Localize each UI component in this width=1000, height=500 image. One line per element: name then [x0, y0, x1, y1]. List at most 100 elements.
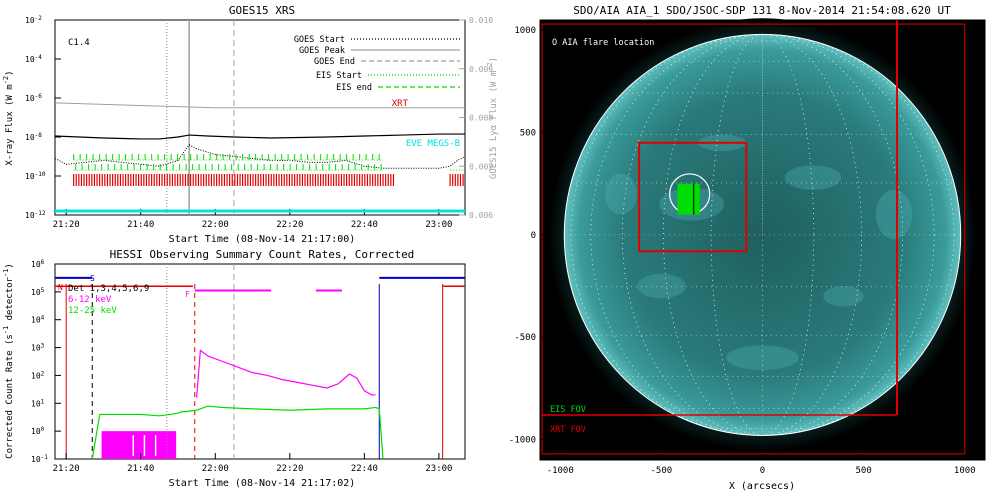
goes-short-series	[54, 144, 466, 169]
hessi-marker-f: F	[185, 290, 190, 299]
goes-y-tick-label: 10-8	[25, 132, 42, 143]
goes-y-axis: 10-12 10-10 10-8 10-6 10-4 10-2	[25, 15, 61, 221]
goes-x-tick-label: 22:40	[351, 220, 378, 230]
hessi-marker-n: N	[58, 283, 63, 292]
goes-y-axis-label: X-ray Flux (W m-2)	[2, 70, 15, 165]
hessi-x-tick-label: 21:20	[53, 464, 80, 474]
aia-y-tick-label: -1000	[509, 436, 536, 446]
goes-y-tick-label: 10-4	[25, 54, 42, 65]
goes-y-tick-label: 10-2	[25, 15, 42, 26]
eis-fov-box	[677, 183, 700, 215]
goes-y2-tick-label: 0.006	[469, 211, 493, 220]
aia-y-tick-label: 500	[520, 129, 536, 139]
goes-x-tick-label: 21:40	[127, 220, 154, 230]
goes-x-tick-label: 22:20	[276, 220, 303, 230]
hessi-y-tick-label: 100	[31, 426, 45, 437]
goes-y2-tick-label: 0.007	[469, 162, 493, 171]
aia-x-tick-label: 500	[856, 466, 872, 476]
hessi-y-tick-label: 104	[31, 314, 45, 325]
aia-y-axis: -1000 -500 0 500 1000	[509, 26, 546, 446]
heliographic-grid-longitude	[570, 34, 955, 436]
goes-y2-tick-label: 0.008	[469, 114, 493, 123]
goes-y-tick-label: 10-12	[25, 210, 46, 221]
attenuator-block	[101, 431, 177, 459]
aia-x-axis-label: X (arcsecs)	[729, 481, 795, 492]
aia-y-tick-label: 1000	[514, 26, 536, 36]
hessi-legend-label: 12-25 keV	[68, 306, 117, 316]
goes-legend-label: GOES Start	[294, 35, 345, 45]
hessi-y-tick-label: 103	[31, 342, 45, 353]
xrt-fov-box	[541, 23, 966, 455]
hessi-x-tick-label: 22:20	[276, 464, 303, 474]
goes-legend-eve: EVE MEGS-B	[406, 139, 460, 149]
hessi-12-25-series	[91, 405, 384, 460]
hessi-x-tick-label: 22:40	[351, 464, 378, 474]
hessi-y-tick-label: 10-1	[31, 454, 48, 465]
hessi-plot-frame	[54, 263, 466, 460]
coronal-bright-region	[875, 189, 913, 239]
coronal-bright-region	[823, 286, 864, 307]
coronal-bright-region	[604, 173, 638, 215]
aia-x-axis: -1000 -500 0 500 1000	[547, 454, 976, 476]
aia-y-tick-label: -500	[514, 333, 536, 343]
aia-x-tick-label: -500	[651, 466, 673, 476]
hessi-y-tick-label: 105	[31, 286, 45, 297]
goes-y-tick-label: 10-10	[25, 171, 46, 182]
coronal-bright-region	[637, 273, 686, 299]
hessi-legend-label: Det 1,3,4,5,6,9	[68, 284, 149, 294]
aia-x-tick-label: -1000	[547, 466, 574, 476]
goes-x-tick-label: 23:00	[425, 220, 452, 230]
aia-y-tick-label: 0	[531, 231, 536, 241]
xrt-fov-label: XRT FOV	[550, 425, 586, 435]
goes-lya-series	[54, 102, 465, 109]
coronal-bright-region	[726, 345, 799, 370]
eis-fov-label: EIS FOV	[550, 405, 586, 415]
heliographic-grid-longitude	[622, 34, 903, 436]
goes-y2-tick-label: 0.010	[469, 16, 493, 25]
hessi-x-tick-label: 22:00	[202, 464, 229, 474]
goes-plot-frame	[54, 19, 466, 216]
aia-x-tick-label: 1000	[954, 466, 976, 476]
hessi-series-layer: N S F	[55, 264, 465, 460]
goes-y2-axis: 0.006 0.007 0.008 0.009 0.010	[459, 16, 493, 220]
goes-x-axis-label: Start Time (08-Nov-14 21:17:00)	[169, 234, 356, 245]
hessi-y-tick-label: 101	[31, 398, 45, 409]
hessi-x-tick-label: 23:00	[425, 464, 452, 474]
flare-location-label: O AIA flare location	[552, 38, 654, 48]
goes-legend-label: EIS Start	[316, 71, 362, 81]
goes-x-tick-label: 22:00	[202, 220, 229, 230]
hessi-marker-s: S	[90, 274, 95, 283]
goes-legend-xrt: XRT	[392, 99, 409, 109]
heliographic-grid-longitude	[710, 34, 815, 436]
aia-plot-title: SDO/AIA AIA_1 SDO/JSOC-SDP 131 8-Nov-201…	[573, 4, 951, 17]
xrt-pointing-box	[638, 141, 748, 253]
goes-class-label: C1.4	[68, 38, 90, 48]
goes-legend-label: EIS end	[336, 83, 372, 93]
hessi-plot-title: HESSI Observing Summary Count Rates, Cor…	[110, 248, 415, 261]
hessi-y-tick-label: 106	[31, 259, 45, 270]
hessi-x-tick-label: 21:40	[127, 464, 154, 474]
xrt-fov-strip	[896, 20, 899, 415]
hessi-x-axis: 21:20 21:40 22:00 22:20 22:40 23:00	[53, 453, 452, 474]
hessi-x-axis-label: Start Time (08-Nov-14 21:17:02)	[169, 478, 356, 489]
goes-y2-axis-label: GOES15 Lyα Flux (W m-2)	[486, 57, 499, 179]
goes-long-series	[54, 133, 465, 140]
hessi-y-axis: 10-1 100 101 102 103 104 105 106	[31, 259, 61, 465]
coronal-bright-region	[784, 165, 842, 190]
hessi-6-12-series	[196, 349, 376, 398]
hessi-y-tick-label: 102	[31, 370, 45, 381]
aia-image-layer: O AIA flare location EIS FOV XRT FOV	[541, 18, 977, 455]
goes-series-layer	[54, 20, 466, 215]
goes-legend-label: GOES End	[314, 57, 355, 67]
goes-plot-title: GOES15 XRS	[229, 4, 295, 17]
goes-xrs-plot: GOES15 XRS 10-12 10-10 10-8 10-6 10-4 10-2 0.…	[2, 4, 499, 245]
heliographic-grid-longitude	[590, 34, 935, 436]
hessi-legend-label: 6-12 keV	[68, 295, 112, 305]
goes-y-tick-label: 10-6	[25, 93, 42, 104]
goes-x-tick-label: 21:20	[53, 220, 80, 230]
goes-y2-tick-label: 0.009	[469, 65, 493, 74]
hessi-y-axis-label: Corrected Count Rate (s-1 detector-1)	[2, 263, 15, 459]
